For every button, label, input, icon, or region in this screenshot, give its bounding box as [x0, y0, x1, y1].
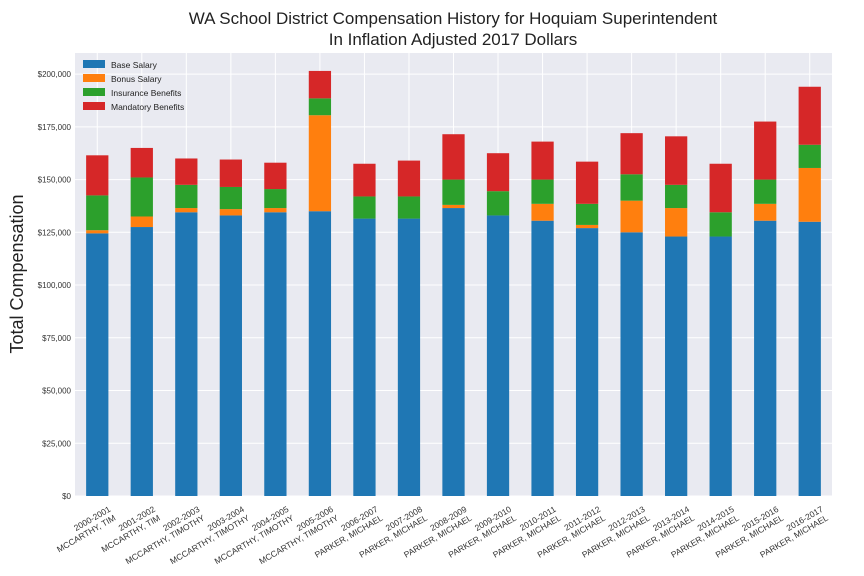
- bar-segment: [531, 179, 554, 204]
- bar-segment: [665, 136, 688, 185]
- bar-segment: [397, 218, 421, 496]
- bar-segment: [308, 211, 332, 496]
- bar-segment: [130, 147, 153, 178]
- bar-segment: [308, 70, 332, 99]
- bar-segment: [397, 196, 421, 219]
- bar-segment: [264, 162, 287, 190]
- bar-segment: [665, 208, 688, 237]
- y-tick-label: $150,000: [38, 176, 72, 185]
- bar-segment: [620, 133, 643, 175]
- bar-segment: [353, 218, 376, 496]
- bar-segment: [442, 208, 465, 497]
- bar-segment: [264, 189, 287, 209]
- legend-label: Mandatory Benefits: [111, 102, 184, 112]
- bar-segment: [575, 228, 599, 497]
- bar-segment: [665, 184, 688, 209]
- bar-segment: [175, 158, 198, 185]
- bar-segment: [798, 221, 821, 496]
- bar-segment: [754, 220, 777, 496]
- bar-segment: [353, 196, 376, 219]
- bar-segment: [86, 195, 109, 231]
- bar-segment: [130, 216, 153, 228]
- bar-segment: [353, 163, 376, 197]
- bar-segment: [308, 98, 332, 116]
- legend-swatch: [83, 102, 105, 110]
- bar-segment: [86, 155, 109, 196]
- bar-segment: [175, 208, 198, 213]
- bar-segment: [620, 174, 643, 201]
- y-tick-label: $25,000: [42, 439, 71, 448]
- y-tick-label: $100,000: [38, 281, 72, 290]
- y-axis-label: Total Compensation: [7, 194, 27, 353]
- bar-segment: [620, 232, 643, 497]
- bar-segment: [264, 208, 287, 213]
- bar-segment: [130, 227, 153, 497]
- bar-segment: [620, 200, 643, 233]
- bar-segment: [486, 153, 510, 192]
- y-tick-label: $50,000: [42, 387, 71, 396]
- bar-segment: [175, 184, 198, 209]
- bar-segment: [709, 163, 732, 213]
- bar-segment: [798, 86, 821, 145]
- chart-subtitle: In Inflation Adjusted 2017 Dollars: [329, 30, 578, 49]
- bar-segment: [798, 167, 821, 222]
- bar-segment: [575, 203, 599, 225]
- y-tick-label: $0: [62, 492, 71, 501]
- bar-segment: [754, 121, 777, 180]
- legend-swatch: [83, 88, 105, 96]
- bar-segment: [709, 212, 732, 237]
- bar-segment: [86, 230, 109, 234]
- bar-segment: [442, 134, 465, 180]
- bar-segment: [575, 161, 599, 204]
- bar-segment: [397, 160, 421, 197]
- chart-title: WA School District Compensation History …: [189, 9, 718, 28]
- bar-segment: [531, 203, 554, 221]
- bar-segment: [531, 141, 554, 180]
- bar-segment: [219, 186, 242, 210]
- bar-segment: [264, 212, 287, 496]
- y-tick-label: $75,000: [42, 334, 71, 343]
- bar-segment: [130, 177, 153, 217]
- bar-segment: [219, 215, 242, 496]
- bar-segment: [665, 236, 688, 496]
- legend-label: Base Salary: [111, 60, 158, 70]
- bar-segment: [486, 191, 510, 216]
- legend-swatch: [83, 60, 105, 68]
- legend: Base Salary Bonus Salary Insurance Benefit…: [83, 60, 184, 112]
- bar-segment: [308, 115, 332, 212]
- y-tick-label: $200,000: [38, 70, 72, 79]
- bar-segment: [754, 179, 777, 204]
- bar-segment: [86, 233, 109, 496]
- legend-label: Insurance Benefits: [111, 88, 181, 98]
- bar-segment: [442, 179, 465, 205]
- bar-segment: [219, 159, 242, 187]
- y-tick-label: $125,000: [38, 228, 72, 237]
- bar-segment: [442, 204, 465, 209]
- bar-segment: [754, 203, 777, 221]
- bar-segment: [709, 236, 732, 496]
- y-axis-ticks: $0 $25,000 $50,000 $75,000 $100,000 $125,000 $…: [38, 70, 72, 501]
- bar-segment: [531, 220, 554, 496]
- bar-segment: [575, 224, 599, 229]
- y-tick-label: $175,000: [38, 123, 72, 132]
- legend-swatch: [83, 74, 105, 82]
- bar-segment: [798, 144, 821, 168]
- bar-segment: [175, 212, 198, 496]
- bar-segment: [486, 215, 510, 496]
- bars: [86, 70, 821, 497]
- bar-segment: [219, 209, 242, 216]
- legend-label: Bonus Salary: [111, 74, 162, 84]
